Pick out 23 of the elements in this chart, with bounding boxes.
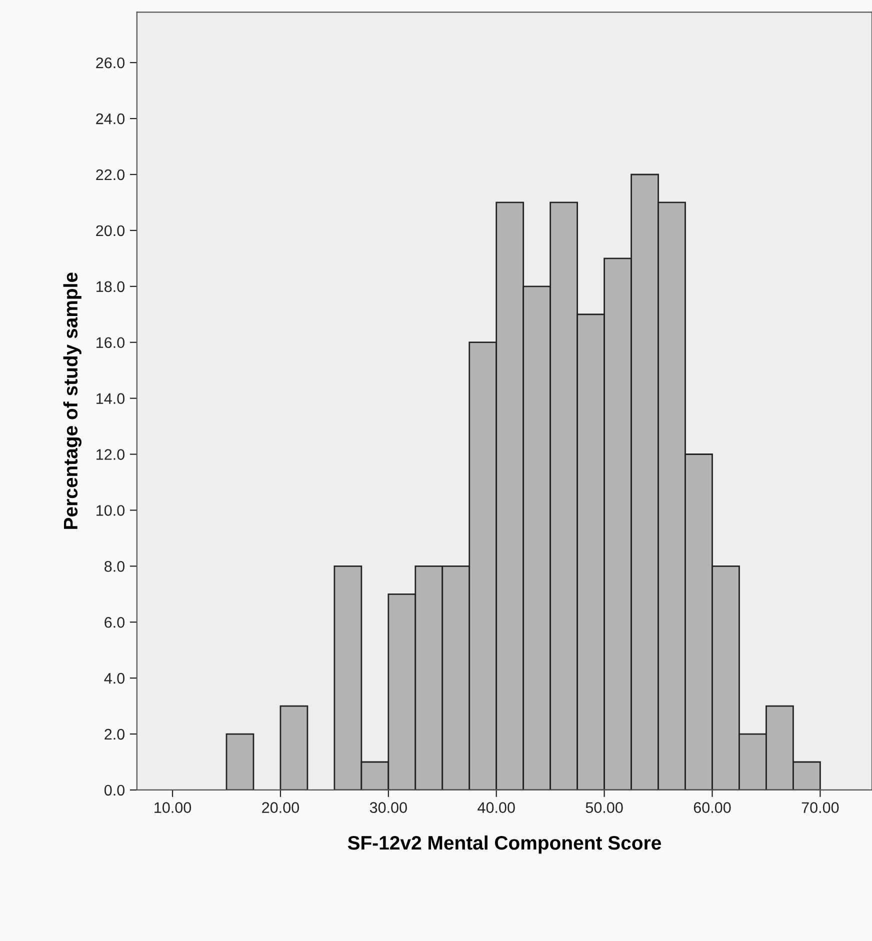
x-axis-title: SF-12v2 Mental Component Score [348,835,662,854]
x-tick-label: 20.00 [262,802,299,813]
x-tick-label: 30.00 [370,802,407,813]
y-tick-label: 16.0 [96,337,125,348]
x-tick-label: 40.00 [478,802,515,813]
y-axis-title: Percentage of study sample [63,272,82,529]
y-tick-label: 14.0 [96,393,125,404]
y-tick-label: 22.0 [96,169,125,180]
x-tick-label: 70.00 [802,802,839,813]
y-tick-label: 24.0 [96,113,125,124]
x-tick-label: 60.00 [694,802,731,813]
y-tick-label: 8.0 [104,561,125,572]
y-tick-label: 4.0 [104,672,125,684]
y-tick-label: 2.0 [104,728,125,740]
y-tick-label: 10.0 [96,505,125,516]
y-tick-label: 20.0 [96,225,125,236]
x-tick-label: 10.00 [154,802,192,813]
y-tick-label: 0.0 [104,784,125,796]
y-tick-label: 18.0 [96,281,125,292]
y-tick-label: 26.0 [96,57,125,68]
y-tick-label: 12.0 [96,449,125,460]
y-tick-label: 6.0 [104,616,125,628]
x-tick-label: 50.00 [586,802,623,813]
